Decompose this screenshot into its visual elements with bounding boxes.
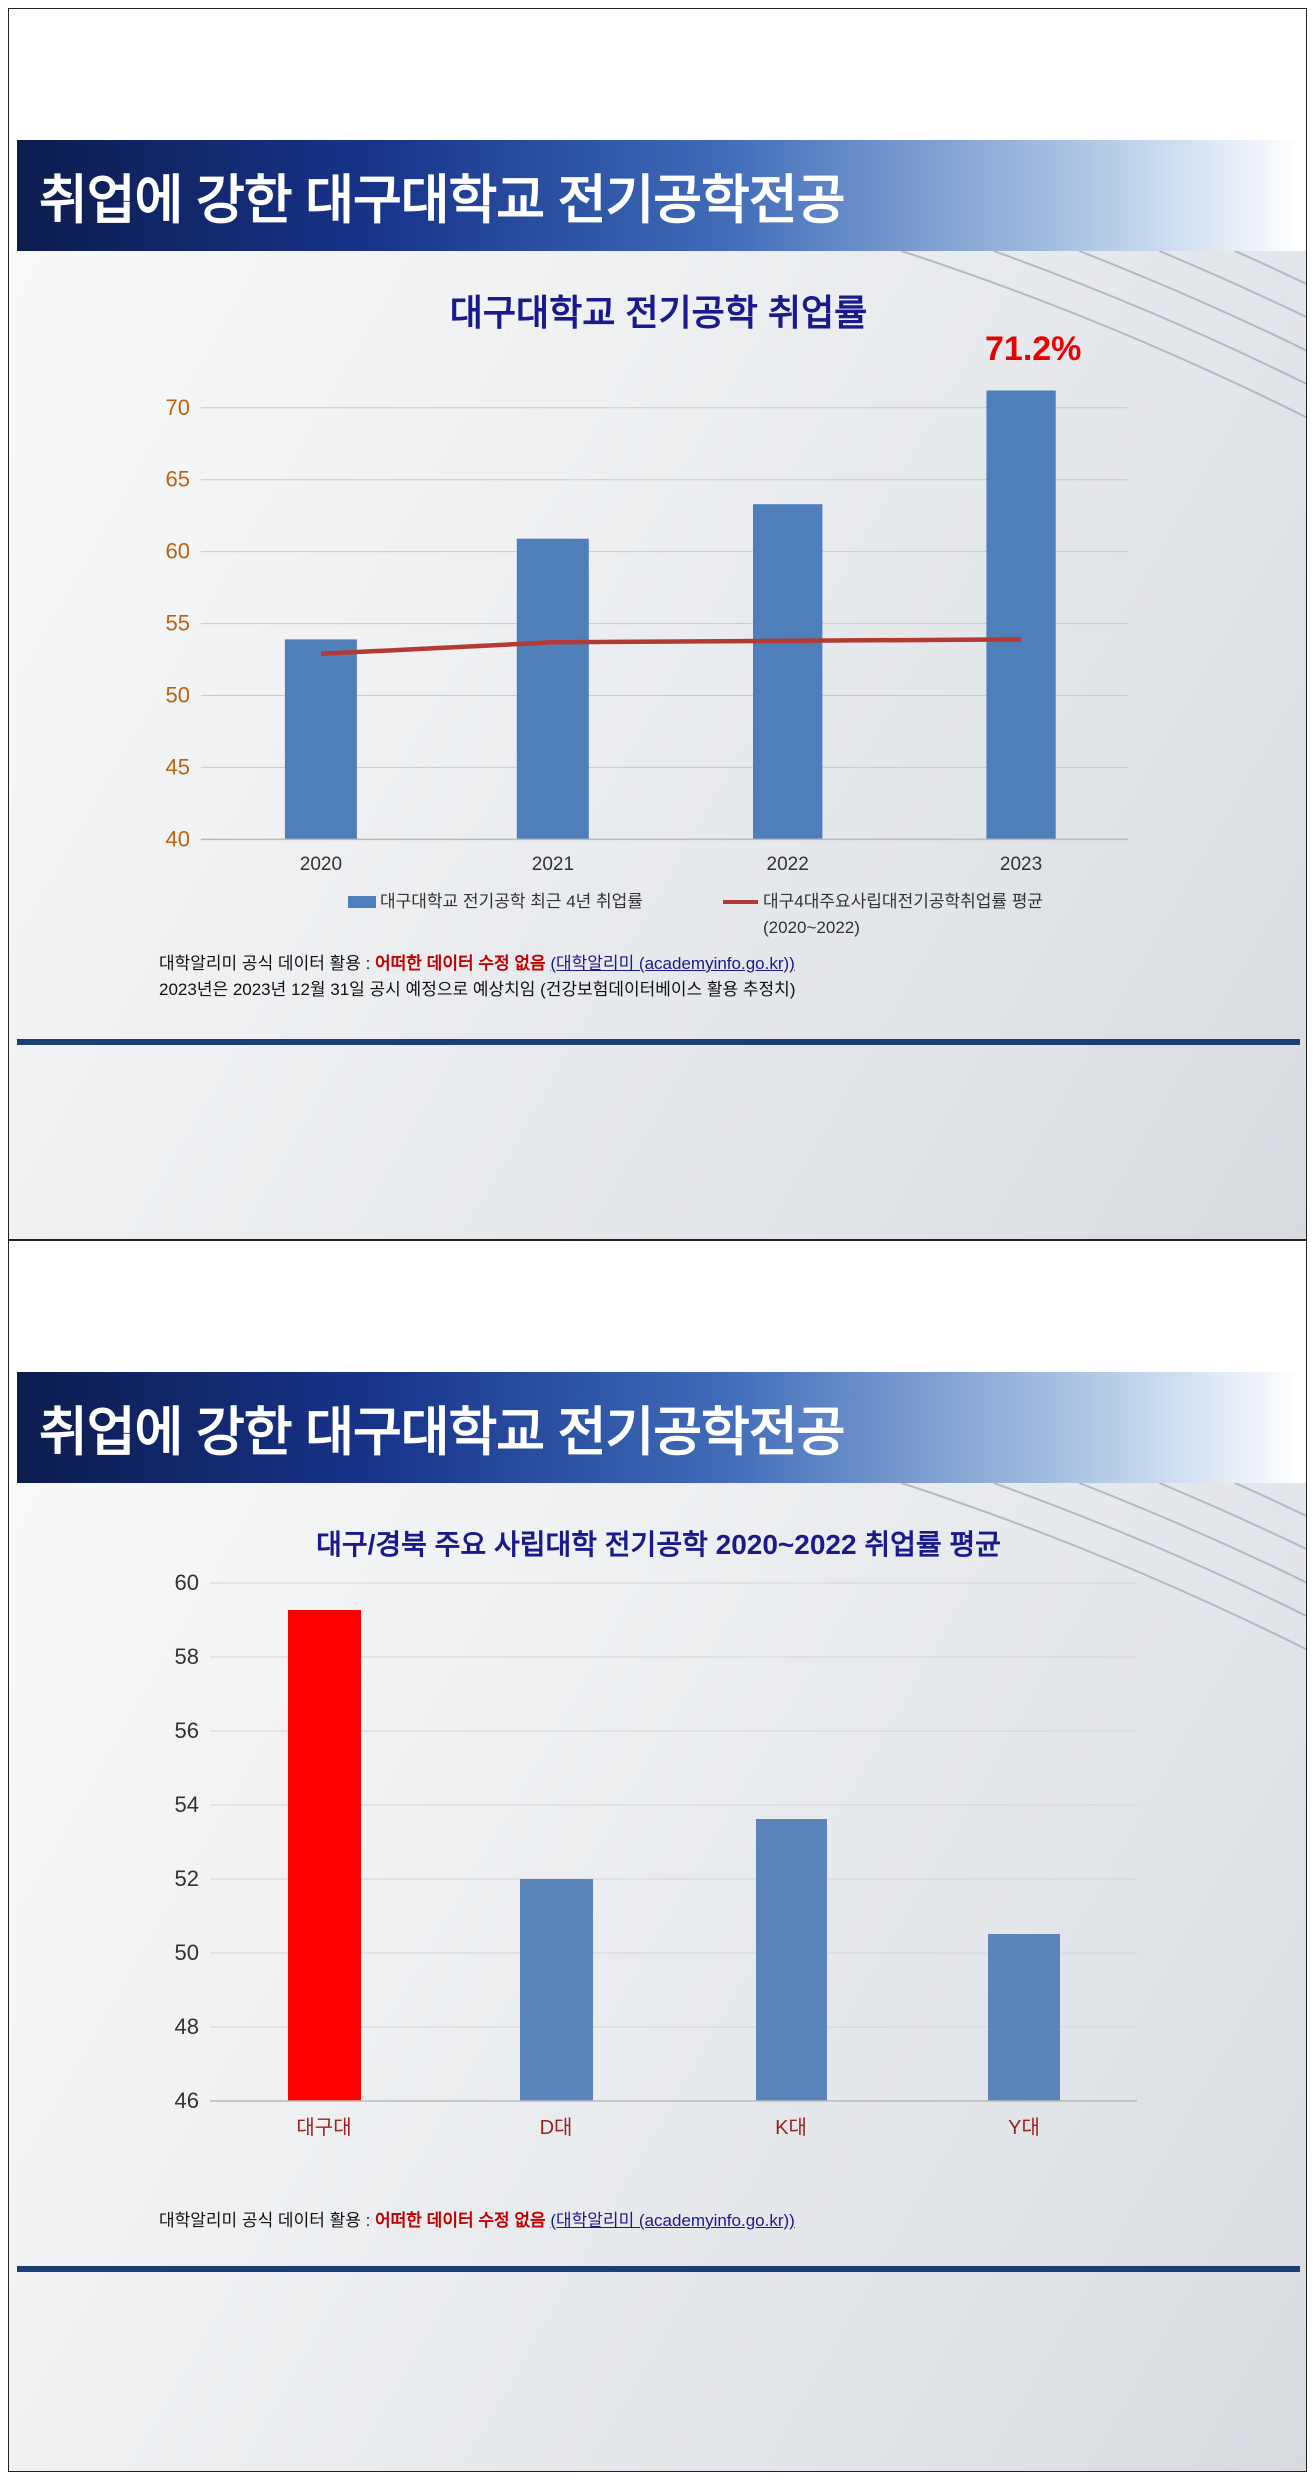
svg-text:56: 56 (175, 1718, 199, 1743)
svg-text:48: 48 (175, 2014, 199, 2039)
svg-text:65: 65 (166, 467, 190, 492)
svg-text:K대: K대 (775, 2116, 807, 2139)
svg-text:60: 60 (166, 539, 190, 564)
svg-text:2020: 2020 (300, 854, 342, 875)
svg-text:70: 70 (166, 395, 190, 420)
svg-text:58: 58 (175, 1644, 199, 1669)
svg-text:54: 54 (175, 1792, 199, 1817)
svg-text:50: 50 (166, 683, 190, 708)
svg-text:52: 52 (175, 1866, 199, 1891)
svg-text:Y대: Y대 (1008, 2116, 1040, 2139)
svg-text:대구대학교 전기공학 최근 4년 취업률: 대구대학교 전기공학 최근 4년 취업률 (380, 892, 643, 911)
svg-text:대구4대주요사립대전기공학취업률 평균: 대구4대주요사립대전기공학취업률 평균 (763, 892, 1043, 911)
svg-text:40: 40 (166, 826, 190, 851)
svg-text:55: 55 (166, 611, 190, 636)
svg-text:(2020~2022): (2020~2022) (763, 918, 860, 937)
svg-text:46: 46 (175, 2088, 199, 2113)
svg-text:대구대: 대구대 (296, 2116, 351, 2139)
svg-text:2023: 2023 (1000, 854, 1042, 875)
svg-text:45: 45 (166, 754, 190, 779)
svg-text:2022: 2022 (767, 854, 809, 875)
svg-text:50: 50 (175, 1940, 199, 1965)
svg-text:D대: D대 (540, 2116, 573, 2139)
svg-text:60: 60 (175, 1571, 199, 1595)
svg-text:2021: 2021 (532, 854, 574, 875)
